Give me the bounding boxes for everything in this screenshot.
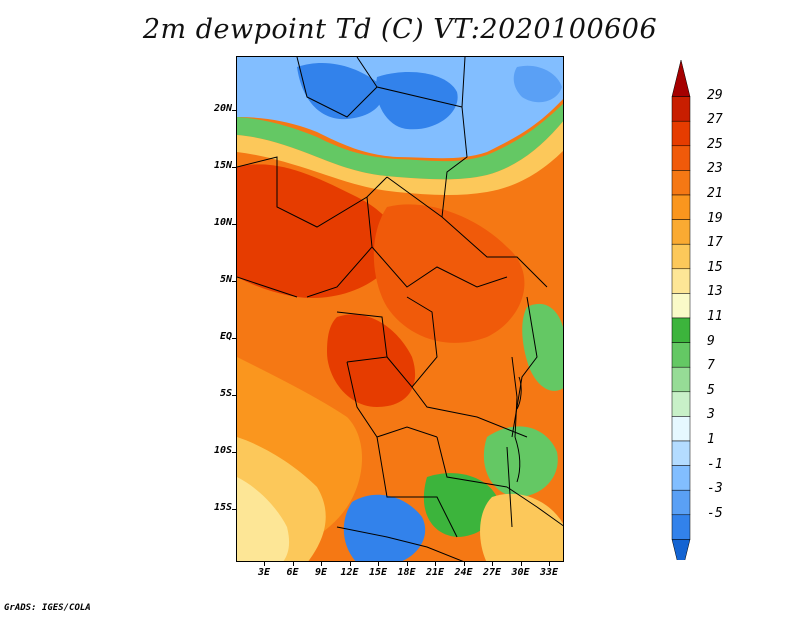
- lat-tick: [232, 110, 236, 111]
- colorbar-segment: [671, 120, 691, 147]
- colorbar-label: 27: [707, 112, 723, 128]
- lon-tick: [549, 562, 550, 566]
- lon-tick: [264, 562, 265, 566]
- lat-label: 5S: [219, 388, 232, 399]
- lat-label: EQ: [219, 331, 232, 342]
- lon-tick: [435, 562, 436, 566]
- colorbar-segment: [671, 219, 691, 245]
- colorbar-segment: [671, 416, 691, 442]
- colorbar-label: 9: [707, 333, 715, 349]
- lon-tick: [463, 562, 465, 566]
- lat-label: 15N: [213, 160, 232, 171]
- lat-tick: [232, 452, 236, 453]
- colorbar-segment: [671, 194, 691, 220]
- colorbar-label: 21: [707, 186, 723, 201]
- dry-pocket-south: [343, 494, 426, 561]
- lon-label: 21E: [425, 567, 445, 578]
- lat-label: 15S: [213, 502, 232, 513]
- lon-label: 3E: [257, 567, 271, 578]
- colorbar-label: -5: [707, 505, 723, 521]
- colorbar-segment: [671, 59, 691, 97]
- lat-label: 20N: [213, 103, 232, 114]
- colorbar-segment: [671, 440, 691, 466]
- lat-tick: [232, 338, 236, 339]
- lat-label: 5N: [219, 274, 232, 285]
- lon-label: 18E: [397, 567, 416, 578]
- colorbar-label: 11: [707, 309, 723, 324]
- lon-tick: [520, 562, 522, 566]
- colorbar-segment: [671, 465, 691, 491]
- lon-tick: [349, 562, 351, 566]
- colorbar-label: 29: [707, 87, 723, 103]
- lat-tick: [232, 395, 236, 396]
- dewpoint-map: [236, 56, 564, 562]
- colorbar-label: 25: [707, 136, 723, 152]
- colorbar-label: 5: [707, 382, 715, 398]
- colorbar-segment: [671, 489, 691, 516]
- lon-tick: [292, 562, 294, 566]
- colorbar-label: -1: [707, 456, 723, 472]
- lon-label: 6E: [286, 567, 299, 578]
- colorbar-segment: [671, 366, 691, 393]
- colorbar-segment: [671, 342, 691, 368]
- lon-tick: [378, 562, 379, 566]
- lat-label: 10N: [213, 217, 232, 228]
- humid-core-central: [373, 204, 525, 343]
- lon-label: 33E: [539, 567, 559, 578]
- colorbar-label: 1: [707, 432, 715, 447]
- colorbar-label: 15: [707, 259, 723, 275]
- very-dry-region: [297, 62, 383, 120]
- lon-tick: [492, 562, 493, 566]
- lat-tick: [232, 167, 236, 168]
- colorbar-label: 17: [707, 235, 723, 251]
- colorbar-segment: [671, 170, 691, 196]
- colorbar-label: 23: [707, 161, 723, 177]
- lon-tick: [321, 562, 322, 566]
- humid-core-west: [237, 164, 400, 298]
- lat-tick: [232, 509, 236, 510]
- colorbar-segment: [671, 539, 691, 577]
- lon-label: 30E: [511, 567, 530, 578]
- colorbar-segment: [671, 391, 691, 417]
- lon-tick: [406, 562, 408, 566]
- map-title: 2m dewpoint Td (C) VT:2020100606: [142, 14, 658, 45]
- lat-tick: [232, 224, 236, 225]
- lon-label: 9E: [314, 567, 328, 578]
- sahel-band: [237, 103, 563, 180]
- colorbar-segment: [671, 514, 691, 540]
- lon-label: 27E: [482, 567, 502, 578]
- colorbar-label: -3: [707, 481, 723, 497]
- lon-label: 15E: [368, 567, 388, 578]
- colorbar-segment: [671, 317, 691, 343]
- lon-label: 12E: [340, 567, 359, 578]
- colorbar-segment: [671, 145, 691, 171]
- colorbar-label: 7: [707, 358, 715, 374]
- lon-label: 24E: [454, 567, 473, 578]
- lat-tick: [232, 281, 236, 282]
- colorbar-label: 13: [707, 284, 723, 300]
- footer-credit: GrADS: IGES/COLA: [4, 603, 91, 613]
- colorbar-label: 3: [707, 407, 715, 423]
- lat-label: 10S: [213, 445, 232, 456]
- colorbar: [670, 59, 694, 577]
- colorbar-segment: [671, 268, 691, 294]
- colorbar-segment: [671, 96, 691, 122]
- colorbar-segment: [671, 293, 691, 319]
- colorbar-label: 19: [707, 210, 723, 226]
- colorbar-segment: [671, 243, 691, 270]
